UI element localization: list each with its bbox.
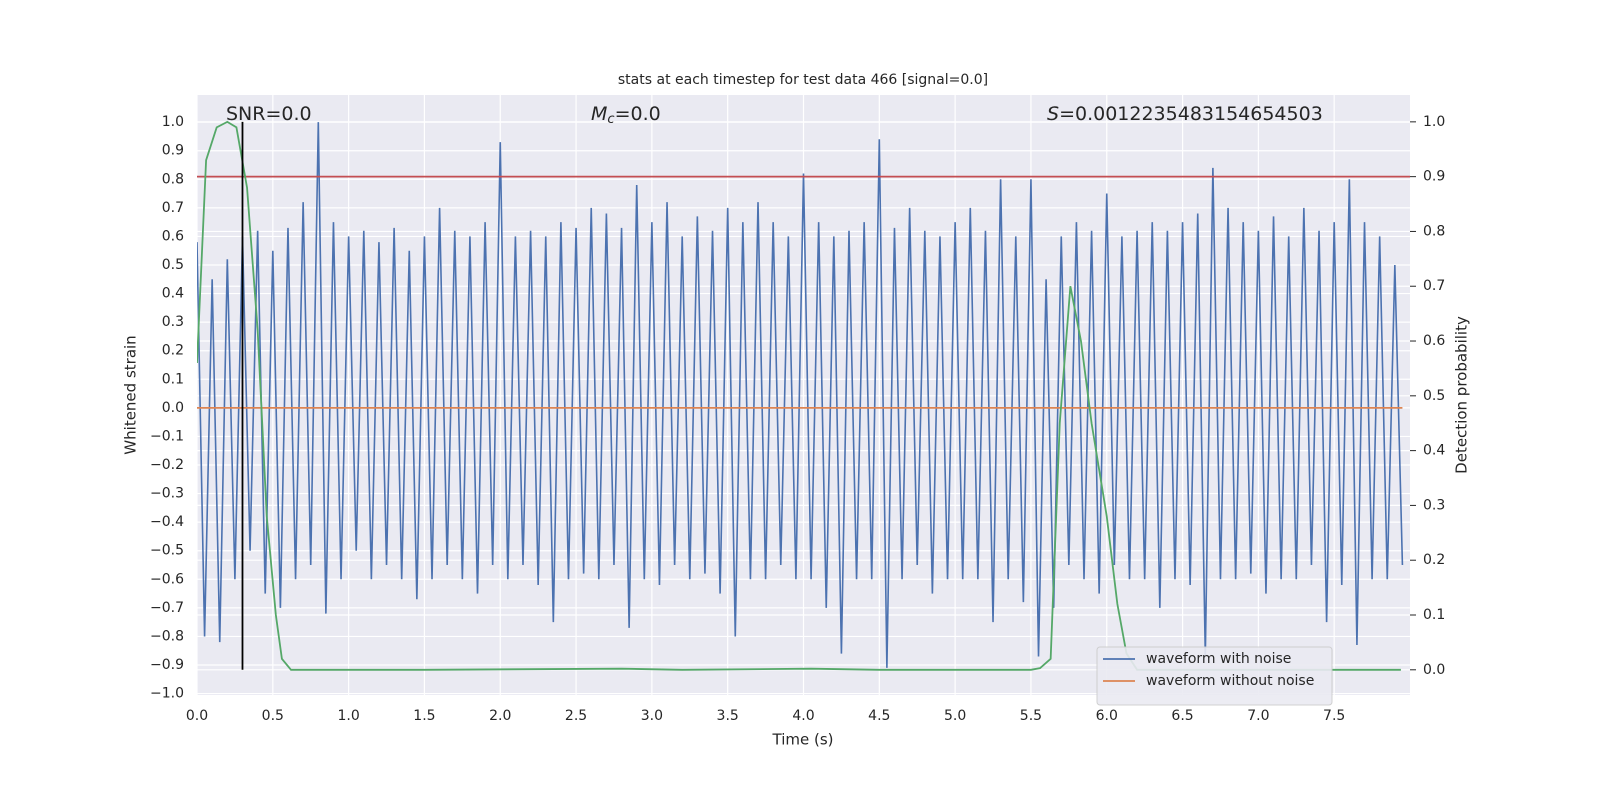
y-tick-label: −0.4: [150, 514, 184, 530]
y-tick-label: −0.3: [150, 486, 184, 502]
x-tick-label: 7.0: [1247, 708, 1269, 724]
x-tick-label: 0.0: [186, 708, 208, 724]
x-tick-label: 6.0: [1096, 708, 1118, 724]
annotation: SNR=0.0: [226, 103, 312, 125]
annotation-text: =0.0: [615, 103, 661, 125]
y2-tick-label: 0.5: [1423, 388, 1445, 404]
y2-axis-label: Detection probability: [1453, 316, 1471, 474]
x-tick-label: 2.0: [489, 708, 511, 724]
y2-tick-label: 0.4: [1423, 443, 1445, 459]
y-axis-label: Whitened strain: [122, 335, 140, 454]
y2-tick-label: 0.2: [1423, 552, 1445, 568]
y-tick-label: −0.9: [150, 657, 184, 673]
y-tick-label: −0.2: [150, 457, 184, 473]
y2-tick-label: 0.9: [1423, 169, 1445, 185]
y-tick-label: −1.0: [150, 686, 184, 702]
y-tick-label: −0.8: [150, 628, 184, 644]
y-tick-label: 0.1: [162, 371, 184, 387]
y-tick-label: 0.9: [162, 143, 184, 159]
x-tick-label: 5.0: [944, 708, 966, 724]
annotation: Mc=0.0: [591, 103, 661, 127]
y2-tick-label: 1.0: [1423, 114, 1445, 130]
y2-tick-label: 0.6: [1423, 333, 1445, 349]
x-tick-label: 2.5: [565, 708, 587, 724]
y-tick-label: 0.2: [162, 343, 184, 359]
x-tick-label: 5.5: [1020, 708, 1042, 724]
y-tick-label: 0.8: [162, 171, 184, 187]
y-tick-label: 1.0: [162, 114, 184, 130]
annotation-symbol: S: [1047, 103, 1059, 125]
y-tick-label: 0.0: [162, 400, 184, 416]
plot-layer: [197, 120, 1410, 671]
x-axis-label: Time (s): [772, 731, 834, 749]
series-line: [197, 122, 1404, 668]
annotation-subscript: c: [607, 112, 614, 127]
x-tick-label: 7.5: [1323, 708, 1345, 724]
x-tick-label: 0.5: [262, 708, 284, 724]
y-tick-label: 0.5: [162, 257, 184, 273]
y-tick-label: 0.7: [162, 200, 184, 216]
y2-tick-label: 0.0: [1423, 662, 1445, 678]
y-tick-label: −0.6: [150, 571, 184, 587]
annotation-symbol: M: [591, 103, 607, 125]
legend-box: [1096, 646, 1333, 706]
annotation-text: SNR=0.0: [226, 103, 312, 125]
chart-title: stats at each timestep for test data 466…: [618, 72, 988, 88]
y2-tick-label: 0.1: [1423, 607, 1445, 623]
y-tick-label: 0.3: [162, 314, 184, 330]
y-tick-label: −0.5: [150, 543, 184, 559]
x-tick-label: 3.0: [641, 708, 663, 724]
legend-label: waveform with noise: [1146, 651, 1291, 667]
legend-label: waveform without noise: [1146, 673, 1314, 689]
y2-tick-label: 0.7: [1423, 278, 1445, 294]
y-tick-label: 0.6: [162, 228, 184, 244]
x-tick-label: 3.5: [717, 708, 739, 724]
y2-tick-label: 0.3: [1423, 497, 1445, 513]
y2-tick-label: 0.8: [1423, 223, 1445, 239]
y-tick-label: −0.1: [150, 428, 184, 444]
x-tick-label: 6.5: [1171, 708, 1193, 724]
annotation: S=0.0012235483154654503: [1047, 103, 1323, 125]
x-tick-label: 4.0: [792, 708, 814, 724]
y-tick-label: −0.7: [150, 600, 184, 616]
y-tick-label: 0.4: [162, 286, 184, 302]
annotation-text: =0.0012235483154654503: [1059, 103, 1323, 125]
x-tick-label: 1.5: [413, 708, 435, 724]
x-tick-label: 1.0: [337, 708, 359, 724]
x-tick-label: 4.5: [868, 708, 890, 724]
